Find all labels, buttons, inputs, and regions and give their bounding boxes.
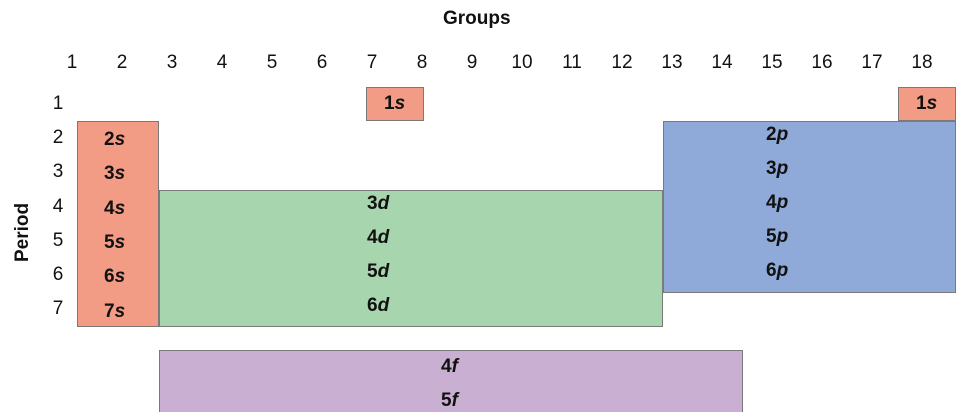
orbital-label-3p: 3p [766,158,789,179]
d-block [159,190,663,327]
diagram-title: Groups [443,8,511,29]
period-number-3: 3 [52,161,64,182]
orbital-label-7s: 7s [104,300,126,322]
orbital-label-1s-h: 1s [384,93,406,114]
orbital-label-6d: 6d [367,295,390,316]
group-number-14: 14 [711,52,733,73]
group-number-16: 16 [811,52,833,73]
period-number-1: 1 [52,93,64,114]
period-number-6: 6 [52,264,64,285]
group-number-8: 8 [416,52,428,73]
orbital-label-2p: 2p [766,124,789,145]
group-number-15: 15 [761,52,783,73]
group-number-2: 2 [116,52,128,73]
period-axis-label: Period [12,202,33,262]
orbital-label-4s: 4s [104,197,126,219]
orbital-label-5f: 5f [441,390,458,411]
period-number-7: 7 [52,298,64,319]
group-number-13: 13 [661,52,683,73]
orbital-label-6s: 6s [104,266,126,288]
group-number-9: 9 [466,52,478,73]
orbital-label-3s: 3s [104,163,126,185]
group-number-17: 17 [861,52,883,73]
orbital-label-6p: 6p [766,260,789,281]
orbital-label-5s: 5s [104,231,126,253]
period-number-4: 4 [52,196,64,217]
orbital-label-4f: 4f [441,356,458,377]
s-block-h-cell: 1s [366,87,424,121]
orbital-label-2s: 2s [104,129,126,150]
period-number-5: 5 [52,230,64,251]
orbital-label-4p: 4p [766,192,789,213]
group-number-18: 18 [911,52,933,73]
group-number-5: 5 [266,52,278,73]
orbital-label-1s-he: 1s [916,93,938,114]
group-number-4: 4 [216,52,228,73]
s-block-he-cell: 1s [898,87,956,121]
s-block [77,121,159,327]
orbital-label-5d: 5d [367,261,390,282]
group-number-7: 7 [366,52,378,73]
orbital-label-3d: 3d [367,193,390,214]
period-number-2: 2 [52,127,64,148]
group-number-12: 12 [611,52,633,73]
orbital-label-5p: 5p [766,226,789,247]
orbital-label-4d: 4d [367,227,390,248]
f-block [159,350,743,412]
group-number-11: 11 [562,52,582,73]
group-number-6: 6 [316,52,328,73]
group-number-3: 3 [166,52,178,73]
p-block [663,121,956,293]
group-number-10: 10 [511,52,533,73]
group-number-1: 1 [66,52,78,73]
